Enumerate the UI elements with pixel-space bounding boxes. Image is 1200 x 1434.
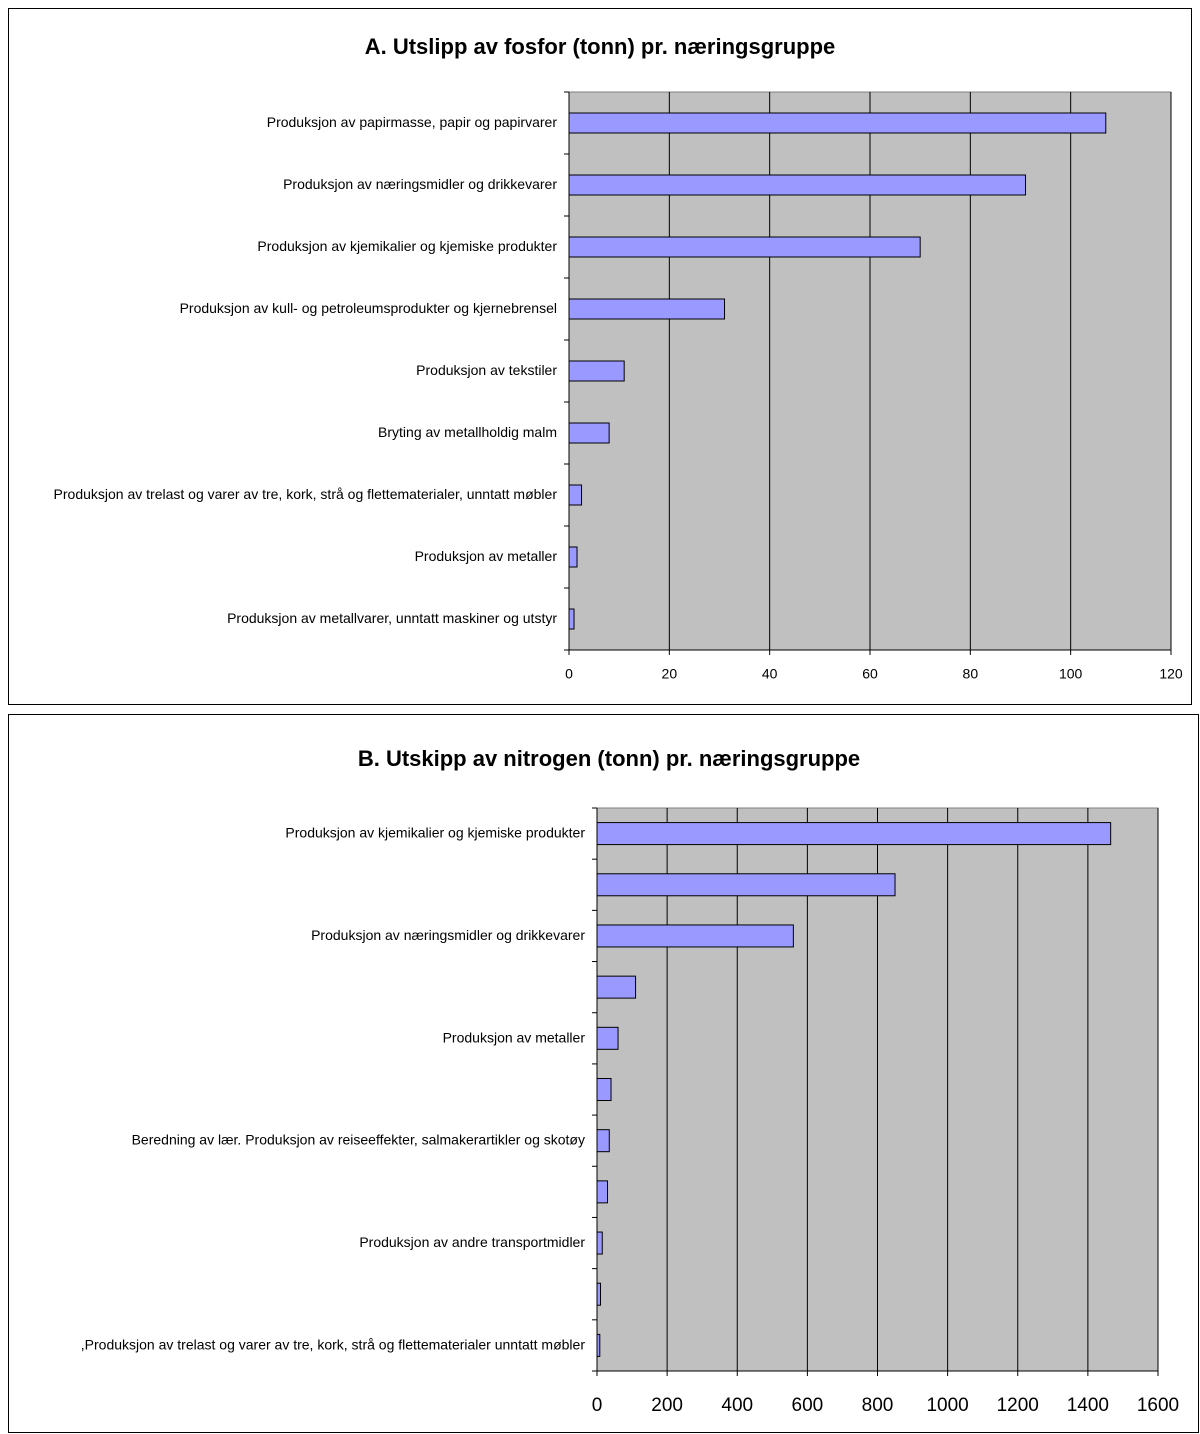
y-tick-label: Produksjon av papirmasse, papir og papir…: [267, 114, 558, 130]
bar: [596, 1180, 609, 1204]
bar: [596, 1282, 602, 1306]
bar: [596, 1231, 603, 1255]
chart-title: B. Utskipp av nitrogen (tonn) pr. næring…: [358, 746, 860, 771]
bar: [568, 546, 578, 568]
bar: [568, 360, 625, 382]
bar: [568, 484, 583, 506]
y-tick-label: Produksjon av andre transportmidler: [359, 1234, 585, 1250]
bar: [596, 1026, 619, 1050]
x-tick-label: 100: [1059, 666, 1083, 682]
bar: [596, 975, 637, 999]
x-tick-label: 1200: [997, 1395, 1039, 1416]
x-tick-label: 1600: [1137, 1395, 1179, 1416]
bar: [596, 1129, 610, 1153]
y-tick-label: Produksjon av metaller: [443, 1029, 586, 1045]
x-tick-label: 800: [862, 1395, 894, 1416]
chart-title: A. Utslipp av fosfor (tonn) pr. næringsg…: [365, 34, 836, 59]
y-tick-label: Produksjon av næringsmidler og drikkevar…: [311, 927, 585, 943]
y-tick-label: Produksjon av trelast og varer av tre, k…: [54, 486, 558, 502]
x-tick-label: 600: [792, 1395, 824, 1416]
y-tick-label: Produksjon av metallvarer, unntatt maski…: [227, 610, 557, 626]
x-tick-label: 0: [592, 1395, 603, 1416]
bar: [596, 924, 794, 948]
bar: [568, 112, 1107, 134]
y-tick-label: Produksjon av tekstiler: [416, 362, 557, 378]
bar: [568, 608, 575, 630]
x-tick-label: 1400: [1067, 1395, 1109, 1416]
bar: [568, 174, 1027, 196]
bar: [596, 1333, 601, 1357]
bar: [596, 822, 1112, 846]
bar: [568, 422, 610, 444]
x-tick-label: 80: [963, 666, 979, 682]
y-tick-label: Produksjon av kjemikalier og kjemiske pr…: [285, 824, 585, 840]
y-tick-label: ,Produksjon av trelast og varer av tre, …: [81, 1336, 586, 1352]
bar: [596, 873, 896, 897]
x-tick-label: 1000: [926, 1395, 968, 1416]
y-tick-label: Bryting av metallholdig malm: [378, 424, 557, 440]
x-tick-label: 200: [651, 1395, 683, 1416]
x-tick-label: 120: [1159, 666, 1183, 682]
bar: [568, 236, 921, 258]
bar: [568, 298, 726, 320]
y-tick-label: Produksjon av metaller: [415, 548, 558, 564]
y-tick-label: Produksjon av kull- og petroleumsprodukt…: [180, 300, 557, 316]
x-tick-label: 400: [721, 1395, 753, 1416]
x-tick-label: 0: [565, 666, 573, 682]
x-tick-label: 40: [762, 666, 778, 682]
x-tick-label: 60: [862, 666, 878, 682]
y-tick-label: Produksjon av kjemikalier og kjemiske pr…: [257, 238, 557, 254]
y-tick-label: Beredning av lær. Produksjon av reiseeff…: [132, 1131, 585, 1147]
y-tick-label: Produksjon av næringsmidler og drikkevar…: [283, 176, 557, 192]
x-tick-label: 20: [662, 666, 678, 682]
bar: [596, 1078, 612, 1101]
